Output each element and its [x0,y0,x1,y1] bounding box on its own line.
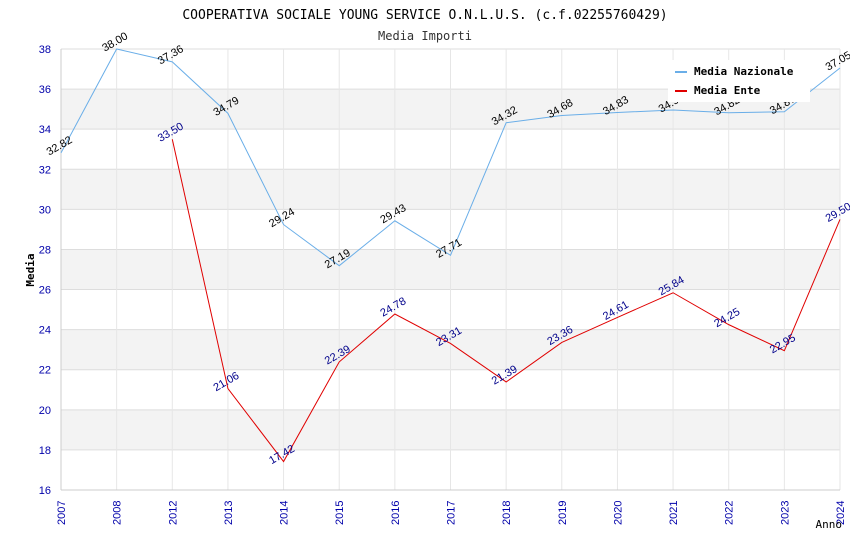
x-tick-label: 2014 [279,501,291,525]
legend-label-media-ente: Media Ente [694,84,761,97]
y-tick-labels: 16 18 20 22 24 26 28 30 32 34 36 38 [39,44,51,497]
series-lines [60,48,841,463]
x-tick-label: 2020 [612,501,624,525]
x-tick-label: 2023 [779,501,791,525]
x-tick-label: 2016 [390,501,402,525]
x-tick-label: 2024 [835,501,847,525]
x-tick-label: 2012 [167,501,179,525]
data-label: 32.82 [45,134,75,158]
data-label: 21.06 [212,370,242,394]
series-line-media-ente [171,139,841,463]
x-tick-label: 2008 [112,501,124,525]
chart-title: COOPERATIVA SOCIALE YOUNG SERVICE O.N.L.… [182,8,667,23]
y-axis-label: Media [24,253,37,286]
y-tick-label: 30 [39,204,51,216]
x-tick-label: 2017 [446,501,458,525]
x-tick-label: 2022 [724,501,736,525]
y-tick-label: 20 [39,405,51,417]
chart-subtitle: Media Importi [378,29,472,43]
x-tick-label: 2021 [668,501,680,525]
x-tick-label: 2015 [334,501,346,525]
y-tick-label: 34 [39,124,51,136]
data-label: 24.25 [712,306,742,330]
y-tick-label: 28 [39,244,51,256]
legend-box [668,60,810,102]
y-tick-label: 32 [39,164,51,176]
x-tick-label: 2018 [501,501,513,525]
x-tick-label: 2013 [223,501,235,525]
data-label: 24.61 [601,299,631,323]
y-tick-label: 24 [39,325,51,337]
data-label: 37.05 [824,49,850,73]
legend-label-media-nazionale: Media Nazionale [694,65,794,78]
grid-lines [60,48,841,491]
x-tick-labels: 2007 2008 2012 2013 2014 2015 2016 2017 2018 2019… [56,501,847,525]
x-tick-label: 2019 [557,501,569,525]
y-tick-label: 22 [39,365,51,377]
y-tick-label: 38 [39,44,51,56]
y-tick-label: 26 [39,285,51,297]
x-axis-label: Anno [816,518,843,531]
series-line-media-nazionale [60,48,841,267]
legend: Media Nazionale Media Ente [668,60,810,102]
y-tick-label: 36 [39,84,51,96]
x-tick-label: 2007 [56,501,68,525]
y-tick-label: 16 [39,485,51,497]
y-tick-label: 18 [39,445,51,457]
data-label: 37.36 [156,43,186,67]
